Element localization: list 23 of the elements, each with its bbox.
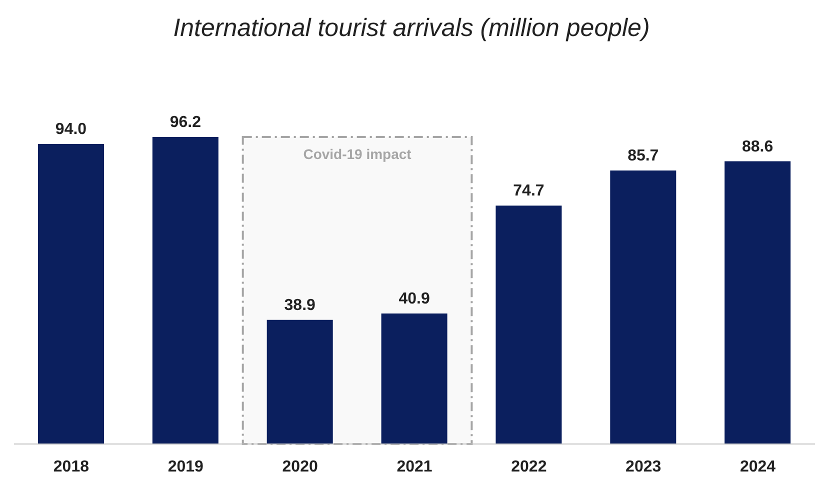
x-tick-label: 2018 <box>53 458 90 476</box>
x-tick-label: 2024 <box>740 458 776 476</box>
data-label: 85.7 <box>628 148 659 165</box>
x-tick-label: 2023 <box>626 458 662 476</box>
x-tick-label: 2021 <box>396 458 432 476</box>
bar <box>266 320 333 444</box>
x-tick-label: 2019 <box>168 458 204 476</box>
data-label: 38.9 <box>284 296 316 314</box>
bar <box>152 137 218 444</box>
bar <box>724 161 791 444</box>
data-label: 94.0 <box>55 121 87 138</box>
x-tick-label: 2020 <box>282 458 318 476</box>
bar <box>610 170 676 444</box>
band-label: Covid-19 impact <box>303 146 412 162</box>
data-label: 96.2 <box>170 114 202 131</box>
data-label: 88.6 <box>742 138 774 156</box>
x-tick-label: 2022 <box>511 458 547 476</box>
chart-title: International tourist arrivals (million people) <box>172 14 651 43</box>
data-label: 40.9 <box>398 290 430 308</box>
bar <box>381 313 448 444</box>
bar <box>38 144 104 444</box>
data-label: 74.7 <box>513 182 544 200</box>
bar <box>496 206 562 444</box>
